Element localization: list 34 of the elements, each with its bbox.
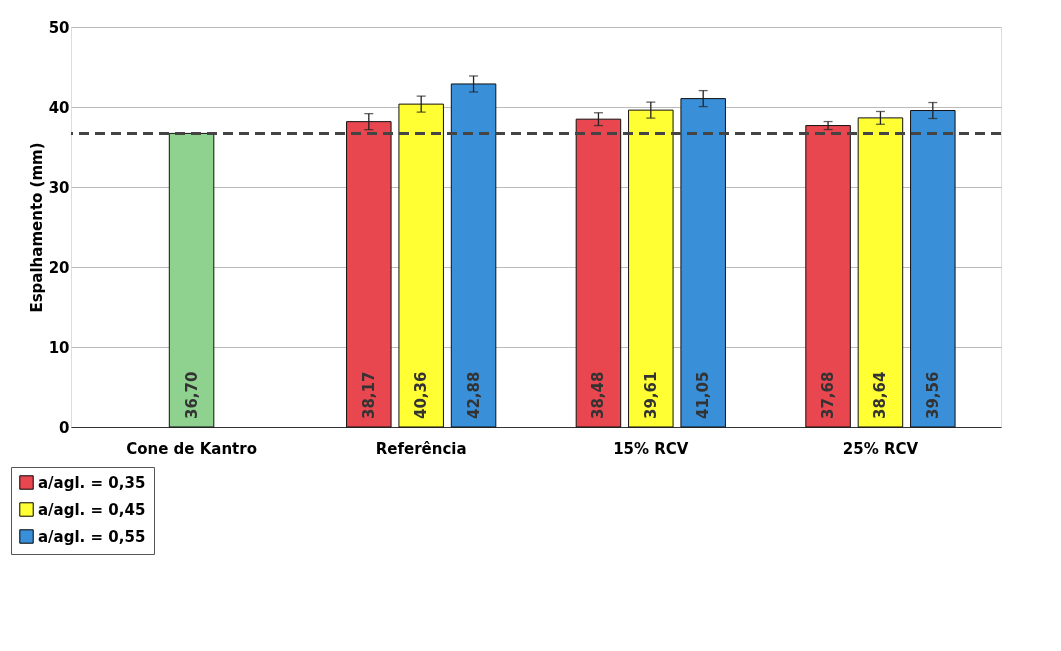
data-label: 42,88 (464, 371, 483, 419)
bar (680, 98, 726, 428)
bar (910, 110, 956, 428)
x-tick-label: 25% RCV (842, 439, 919, 458)
y-tick-label: 20 (48, 258, 70, 277)
data-label: 39,61 (641, 371, 660, 419)
x-tick-label: Cone de Kantro (126, 439, 257, 458)
y-tick-label: 40 (48, 98, 70, 117)
x-tick-label: 15% RCV (613, 439, 689, 458)
data-label: 38,48 (589, 371, 608, 419)
bar (857, 117, 904, 428)
data-label: 37,68 (819, 371, 838, 419)
bar (805, 125, 851, 428)
y-tick-label: 0 (59, 418, 70, 437)
data-label: 39,56 (923, 371, 942, 419)
legend-label: a/agl. = 0,55 (38, 527, 146, 546)
data-label: 38,17 (359, 371, 378, 419)
y-axis-title: Espalhamento (mm) (27, 142, 46, 313)
data-label: 41,05 (694, 371, 713, 419)
y-tick-label: 30 (48, 178, 70, 197)
bar (575, 118, 622, 428)
data-label: 40,36 (412, 371, 431, 419)
bar (628, 109, 674, 428)
y-tick-label: 50 (48, 18, 70, 37)
data-label: 38,64 (871, 371, 890, 419)
bar (450, 83, 497, 428)
legend-label: a/agl. = 0,45 (38, 500, 146, 519)
bar (346, 121, 392, 428)
y-tick-label: 10 (48, 338, 70, 357)
bar (168, 132, 215, 428)
bar (398, 103, 444, 428)
legend-label: a/agl. = 0,35 (38, 473, 146, 492)
x-tick-label: Referência (375, 439, 467, 458)
data-label: 36,70 (182, 371, 201, 419)
